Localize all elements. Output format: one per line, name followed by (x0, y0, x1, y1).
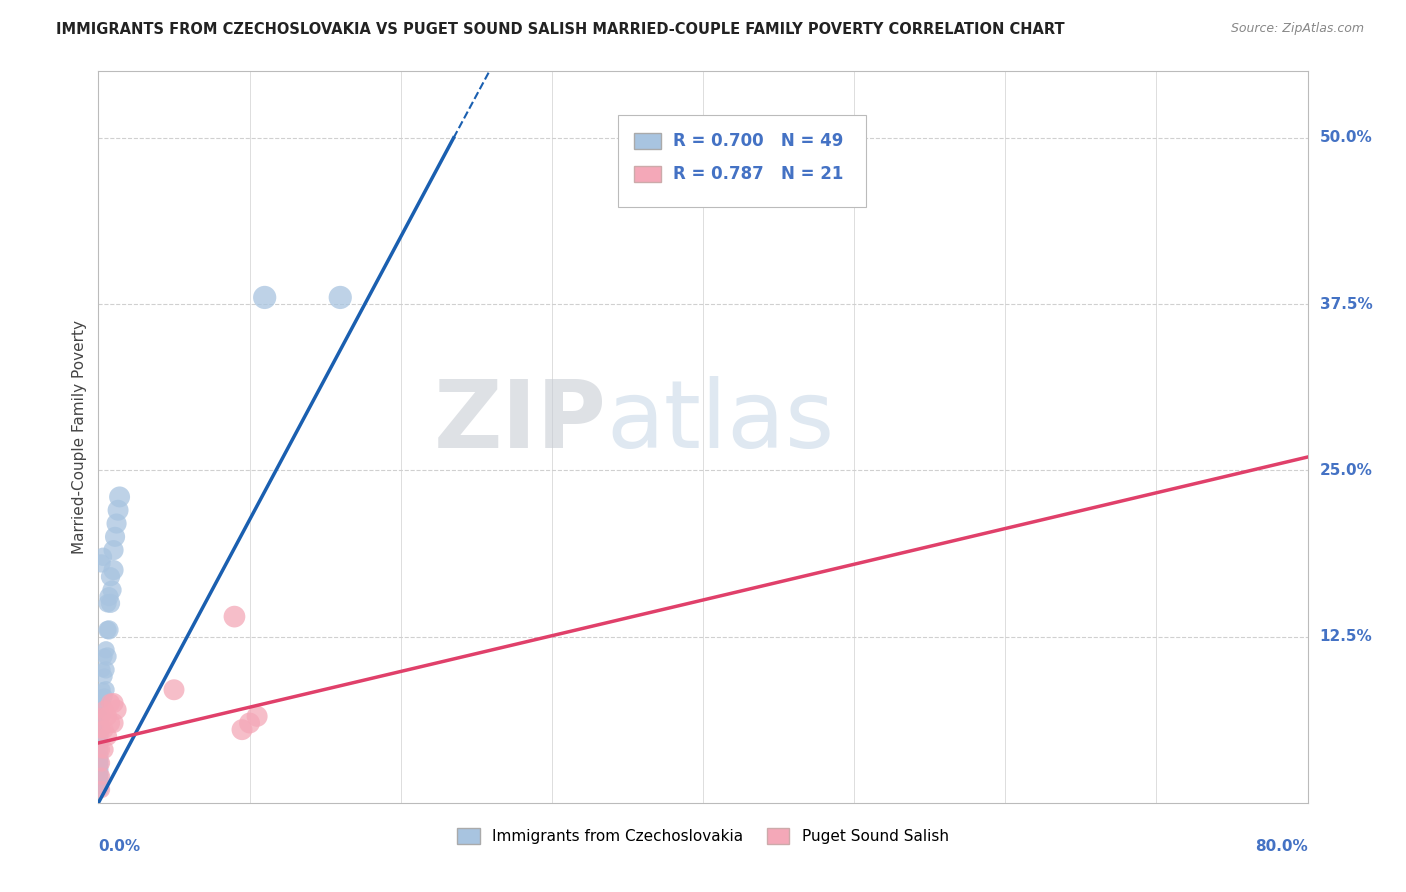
Point (94, 682, 117, 697)
Point (90, 729, 112, 743)
Point (90, 782, 112, 797)
Point (103, 543, 125, 558)
Point (105, 516, 128, 531)
Point (103, 716, 125, 731)
Point (94, 643, 117, 657)
Point (103, 696, 125, 710)
Text: 0.0%: 0.0% (98, 839, 141, 855)
Point (90, 769, 112, 783)
Point (90, 723, 112, 737)
Point (93, 669, 115, 683)
Point (90, 557, 112, 571)
Point (90, 749, 112, 764)
Point (100, 716, 122, 731)
Legend: Immigrants from Czechoslovakia, Puget Sound Salish: Immigrants from Czechoslovakia, Puget So… (451, 822, 955, 850)
Point (90, 709, 112, 723)
Point (93, 649, 115, 664)
Text: atlas: atlas (606, 376, 835, 468)
Point (90, 756, 112, 770)
Point (239, 716, 262, 731)
Point (90, 753, 112, 767)
Point (98, 590, 121, 604)
Point (90, 763, 112, 777)
Text: 25.0%: 25.0% (1320, 463, 1372, 478)
Point (91, 682, 114, 697)
Point (90, 780, 112, 794)
Point (100, 696, 122, 710)
Point (101, 582, 124, 597)
Text: 37.5%: 37.5% (1320, 297, 1372, 311)
Text: IMMIGRANTS FROM CZECHOSLOVAKIA VS PUGET SOUND SALISH MARRIED-COUPLE FAMILY POVER: IMMIGRANTS FROM CZECHOSLOVAKIA VS PUGET … (56, 22, 1064, 37)
Point (90, 772, 112, 786)
FancyBboxPatch shape (634, 166, 661, 182)
Point (93, 703, 115, 717)
Point (96, 596, 118, 610)
Point (231, 723, 253, 737)
Point (93, 742, 115, 756)
Point (90, 742, 112, 756)
Point (246, 709, 269, 723)
Point (105, 703, 128, 717)
Point (90, 703, 112, 717)
FancyBboxPatch shape (634, 133, 661, 149)
Point (90, 766, 112, 780)
Point (98, 623, 121, 637)
Text: R = 0.787   N = 21: R = 0.787 N = 21 (673, 165, 844, 183)
Point (96, 709, 118, 723)
Point (90, 696, 112, 710)
Point (90, 742, 112, 756)
Point (91, 709, 114, 723)
Point (90, 736, 112, 750)
Point (163, 682, 186, 697)
Point (90, 782, 112, 797)
FancyBboxPatch shape (619, 115, 866, 207)
Point (100, 596, 122, 610)
Point (93, 690, 115, 704)
Text: 12.5%: 12.5% (1320, 629, 1372, 644)
Point (90, 723, 112, 737)
Point (90, 758, 112, 772)
Point (91, 696, 114, 710)
Point (96, 729, 118, 743)
Point (90, 716, 112, 731)
Point (100, 570, 122, 584)
Point (103, 563, 125, 577)
Y-axis label: Married-Couple Family Poverty: Married-Couple Family Poverty (72, 320, 87, 554)
Point (253, 290, 276, 304)
Point (94, 663, 117, 677)
Point (90, 756, 112, 770)
Point (96, 649, 118, 664)
Point (108, 490, 131, 504)
Point (91, 663, 114, 677)
Point (104, 530, 127, 544)
Point (107, 503, 129, 517)
Point (224, 609, 246, 624)
Text: R = 0.700   N = 49: R = 0.700 N = 49 (673, 132, 844, 150)
Point (93, 723, 115, 737)
Point (90, 776, 112, 790)
Text: 50.0%: 50.0% (1320, 130, 1372, 145)
Point (329, 290, 352, 304)
Text: Source: ZipAtlas.com: Source: ZipAtlas.com (1230, 22, 1364, 36)
Text: ZIP: ZIP (433, 376, 606, 468)
Point (90, 769, 112, 783)
Point (90, 709, 112, 723)
Point (91, 549, 114, 564)
Point (91, 723, 114, 737)
Text: 80.0%: 80.0% (1254, 839, 1308, 855)
Point (96, 623, 118, 637)
Point (90, 690, 112, 704)
